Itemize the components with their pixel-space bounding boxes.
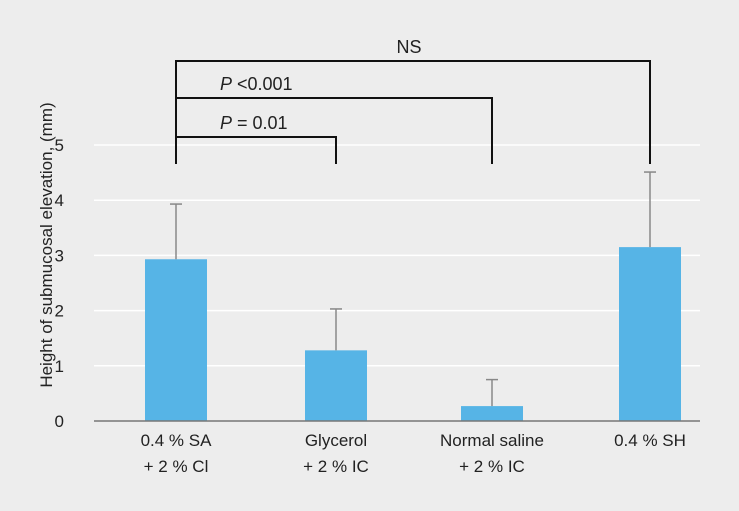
bar [305, 350, 367, 421]
x-axis-categories: 0.4 % SA + 2 % Cl Glycerol + 2 % IC Normal s… [141, 431, 686, 476]
y-tick-label: 2 [55, 302, 64, 321]
y-tick-label: 1 [55, 357, 64, 376]
y-axis-title: Height of submucosal elevation, (mm) [37, 102, 56, 387]
y-tick-label: 5 [55, 136, 64, 155]
x-category-label: + 2 % IC [303, 457, 369, 476]
bar [461, 406, 523, 421]
significance-label: NS [396, 37, 421, 57]
bars [145, 247, 681, 421]
y-tick-label: 3 [55, 246, 64, 265]
error-bar [330, 308, 342, 351]
x-category-label: Glycerol [305, 431, 367, 450]
x-category-label: + 2 % Cl [144, 457, 209, 476]
significance-label: P = 0.01 [220, 113, 288, 133]
error-bars [170, 171, 656, 407]
error-bar [486, 378, 498, 407]
y-tick-label: 4 [55, 191, 64, 210]
x-category-label: 0.4 % SH [614, 431, 686, 450]
error-bar [170, 203, 182, 260]
error-bar [644, 171, 656, 248]
bracket-line [175, 60, 651, 164]
significance-bracket: P = 0.01 [175, 113, 337, 164]
significance-bracket: NS [175, 37, 651, 164]
bar [145, 259, 207, 421]
y-axis-ticks: 0 1 2 3 4 5 [55, 136, 64, 431]
bracket-line [175, 136, 337, 164]
y-tick-label: 0 [55, 412, 64, 431]
significance-brackets: P = 0.01 P <0.001 NS [175, 37, 651, 164]
significance-label: P <0.001 [220, 74, 293, 94]
x-category-label: 0.4 % SA [141, 431, 213, 450]
x-category-label: + 2 % IC [459, 457, 525, 476]
x-category-label: Normal saline [440, 431, 544, 450]
bar [619, 247, 681, 421]
